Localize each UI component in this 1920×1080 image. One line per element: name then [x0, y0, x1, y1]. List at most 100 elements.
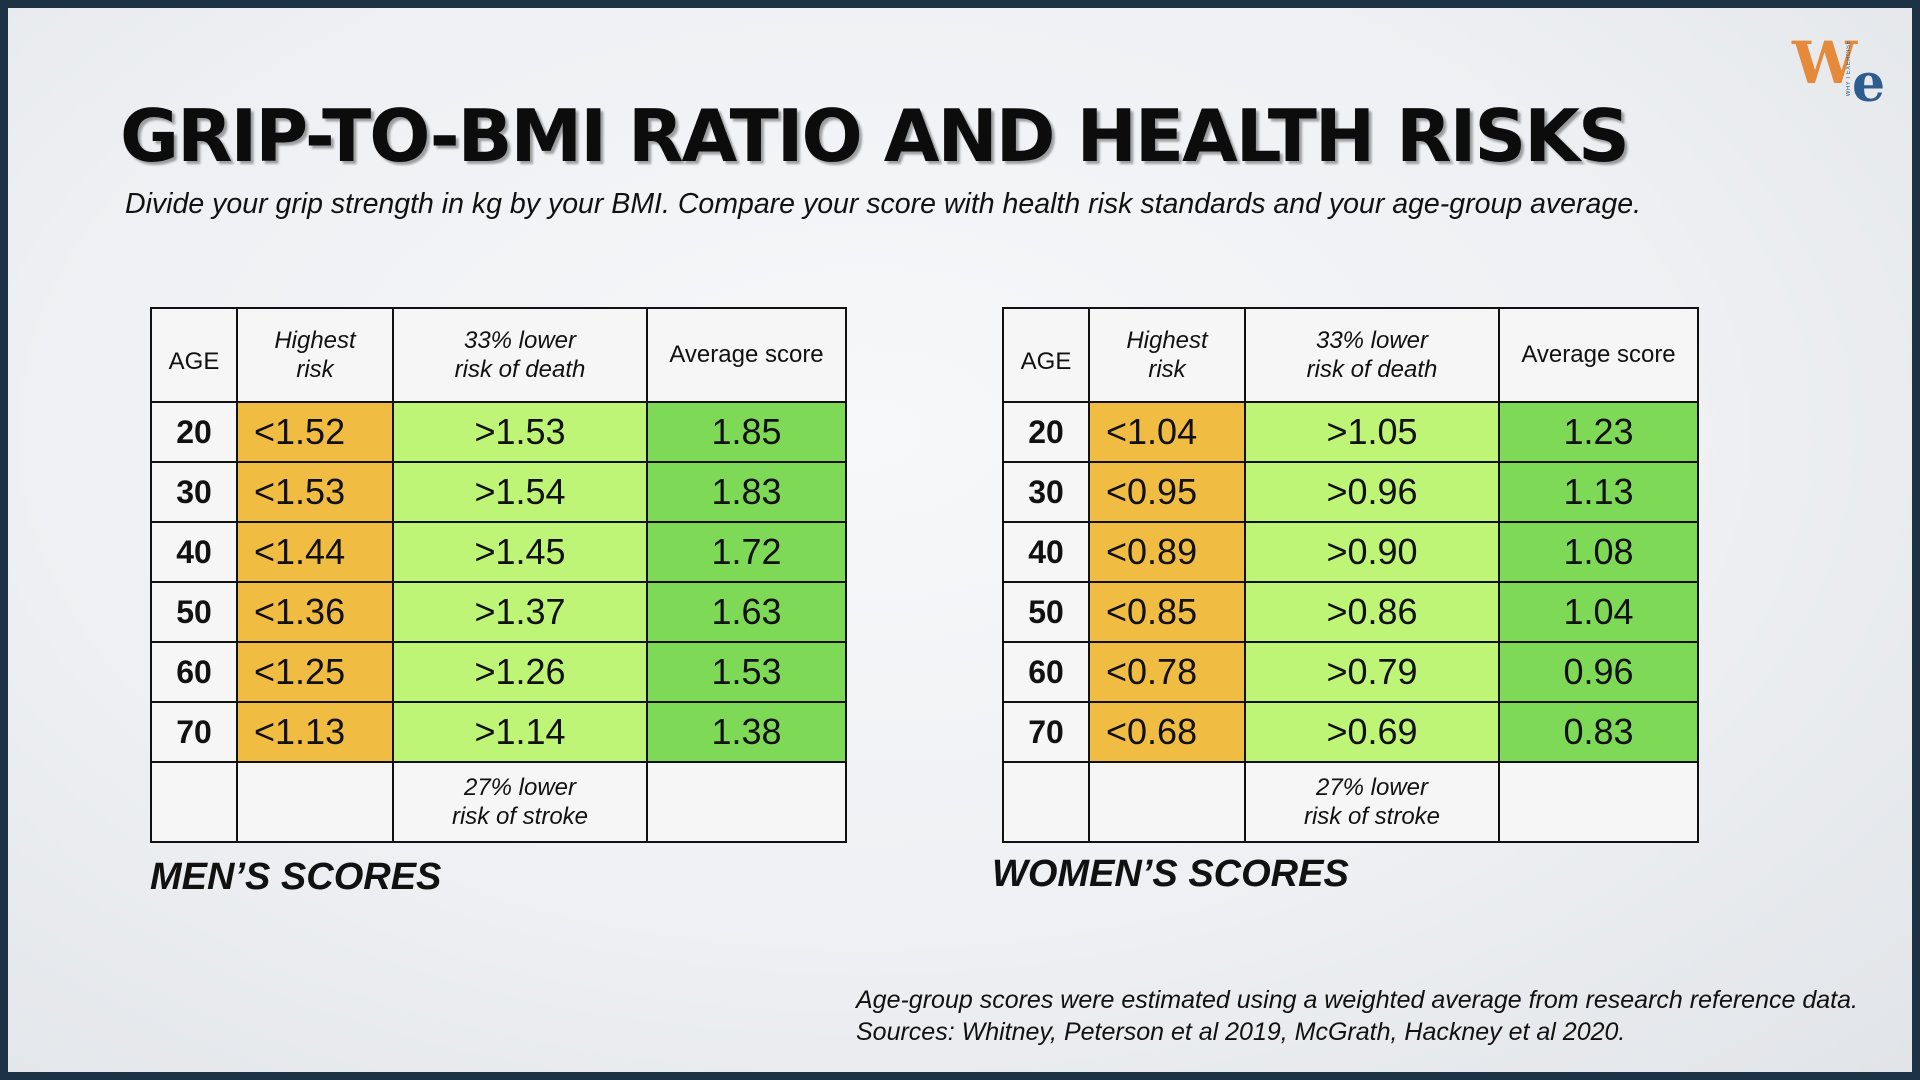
table-row: 50 <0.85 >0.86 1.04 [1002, 581, 1699, 643]
lower-risk-cell: >1.54 [392, 461, 648, 523]
lower-risk-cell: >0.86 [1244, 581, 1500, 643]
average-score-cell: 1.53 [646, 641, 847, 703]
men-scores-table: AGE Highest risk 33% lower risk of death… [150, 307, 847, 843]
sources-line: Age-group scores were estimated using a … [856, 986, 1858, 1014]
average-score-cell: 0.96 [1498, 641, 1699, 703]
table-row: 60 <0.78 >0.79 0.96 [1002, 641, 1699, 703]
header-highest-risk: Highest risk [236, 307, 394, 403]
highest-risk-cell: <1.36 [236, 581, 394, 643]
age-cell: 70 [1002, 701, 1090, 763]
highest-risk-cell: <0.78 [1088, 641, 1246, 703]
table-footer-row: 27% lower risk of stroke [1002, 761, 1699, 843]
sources-line: Sources: Whitney, Peterson et al 2019, M… [856, 1018, 1626, 1046]
lower-risk-cell: >0.90 [1244, 521, 1500, 583]
lower-risk-cell: >1.53 [392, 401, 648, 463]
header-lower-death: 33% lower risk of death [1244, 307, 1500, 403]
table-row: 70 <1.13 >1.14 1.38 [150, 701, 847, 763]
table-row: 40 <1.44 >1.45 1.72 [150, 521, 847, 583]
logo-letter-e: e [1852, 53, 1886, 114]
average-score-cell: 1.38 [646, 701, 847, 763]
average-score-cell: 1.63 [646, 581, 847, 643]
empty-cell [150, 761, 238, 843]
table-row: 20 <1.52 >1.53 1.85 [150, 401, 847, 463]
header-line: Highest [274, 327, 356, 354]
men-scores-label: MEN’S SCORES [150, 856, 442, 898]
average-score-cell: 1.83 [646, 461, 847, 523]
highest-risk-cell: <0.85 [1088, 581, 1246, 643]
header-line: 33% lower [463, 327, 577, 354]
lower-risk-cell: >1.45 [392, 521, 648, 583]
why-i-exercise-logo: W WHY I EXERCISE e [1788, 34, 1892, 114]
header-line: risk [296, 356, 334, 383]
empty-cell [646, 761, 847, 843]
stroke-note-cell: 27% lower risk of stroke [1244, 761, 1500, 843]
sources-note: Age-group scores were estimated using a … [856, 984, 1858, 1048]
women-scores-table: AGE Highest risk 33% lower risk of death… [1002, 307, 1699, 843]
age-cell: 50 [150, 581, 238, 643]
lower-risk-cell: >0.96 [1244, 461, 1500, 523]
header-line: risk of death [454, 356, 586, 383]
highest-risk-cell: <0.95 [1088, 461, 1246, 523]
table-row: 70 <0.68 >0.69 0.83 [1002, 701, 1699, 763]
note-line: risk of stroke [1303, 803, 1441, 830]
note-line: risk of stroke [451, 803, 589, 830]
header-average: Average score [646, 307, 847, 403]
average-score-cell: 1.08 [1498, 521, 1699, 583]
stroke-note-cell: 27% lower risk of stroke [392, 761, 648, 843]
table-row: 40 <0.89 >0.90 1.08 [1002, 521, 1699, 583]
page-title: Grip-to-BMI Ratio and Health Risks [120, 94, 1630, 178]
highest-risk-cell: <1.04 [1088, 401, 1246, 463]
highest-risk-cell: <1.25 [236, 641, 394, 703]
lower-risk-cell: >1.14 [392, 701, 648, 763]
lower-risk-cell: >1.26 [392, 641, 648, 703]
table-row: 20 <1.04 >1.05 1.23 [1002, 401, 1699, 463]
page-subtitle: Divide your grip strength in kg by your … [125, 188, 1641, 220]
age-cell: 40 [150, 521, 238, 583]
age-cell: 50 [1002, 581, 1090, 643]
header-highest-risk: Highest risk [1088, 307, 1246, 403]
header-average: Average score [1498, 307, 1699, 403]
age-cell: 70 [150, 701, 238, 763]
note-line: 27% lower [1315, 774, 1429, 801]
table-row: 60 <1.25 >1.26 1.53 [150, 641, 847, 703]
age-cell: 60 [1002, 641, 1090, 703]
average-score-cell: 0.83 [1498, 701, 1699, 763]
table-footer-row: 27% lower risk of stroke [150, 761, 847, 843]
table-row: 30 <0.95 >0.96 1.13 [1002, 461, 1699, 523]
empty-cell [1088, 761, 1246, 843]
empty-cell [236, 761, 394, 843]
highest-risk-cell: <1.44 [236, 521, 394, 583]
lower-risk-cell: >0.69 [1244, 701, 1500, 763]
slide: W WHY I EXERCISE e Grip-to-BMI Ratio and… [8, 8, 1912, 1072]
age-cell: 40 [1002, 521, 1090, 583]
highest-risk-cell: <0.68 [1088, 701, 1246, 763]
age-cell: 60 [150, 641, 238, 703]
women-scores-label: WOMEN’S SCORES [992, 853, 1349, 895]
highest-risk-cell: <1.13 [236, 701, 394, 763]
table-header-row: AGE Highest risk 33% lower risk of death… [1002, 307, 1699, 403]
empty-cell [1498, 761, 1699, 843]
highest-risk-cell: <1.53 [236, 461, 394, 523]
age-cell: 20 [150, 401, 238, 463]
header-line: 33% lower [1315, 327, 1429, 354]
age-cell: 30 [150, 461, 238, 523]
age-cell: 30 [1002, 461, 1090, 523]
table-row: 50 <1.36 >1.37 1.63 [150, 581, 847, 643]
highest-risk-cell: <0.89 [1088, 521, 1246, 583]
header-age: AGE [1002, 307, 1090, 403]
note-line: 27% lower [463, 774, 577, 801]
logo-letter-w: W [1792, 29, 1858, 97]
average-score-cell: 1.85 [646, 401, 847, 463]
empty-cell [1002, 761, 1090, 843]
average-score-cell: 1.72 [646, 521, 847, 583]
header-age: AGE [150, 307, 238, 403]
age-cell: 20 [1002, 401, 1090, 463]
table-row: 30 <1.53 >1.54 1.83 [150, 461, 847, 523]
lower-risk-cell: >1.37 [392, 581, 648, 643]
average-score-cell: 1.23 [1498, 401, 1699, 463]
average-score-cell: 1.13 [1498, 461, 1699, 523]
lower-risk-cell: >1.05 [1244, 401, 1500, 463]
header-line: risk [1148, 356, 1186, 383]
lower-risk-cell: >0.79 [1244, 641, 1500, 703]
highest-risk-cell: <1.52 [236, 401, 394, 463]
